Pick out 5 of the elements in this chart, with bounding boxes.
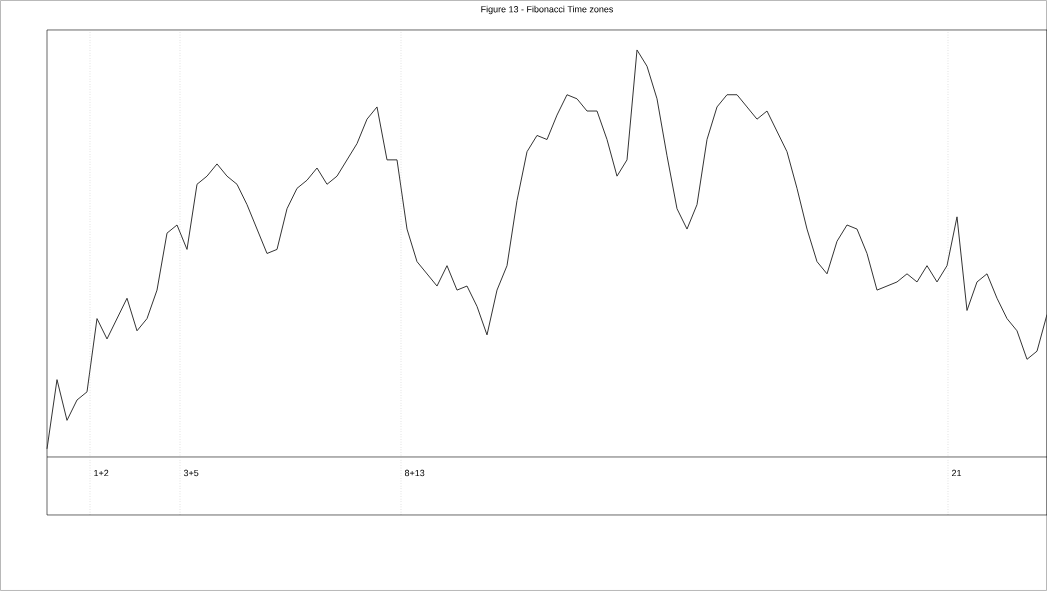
text: 8+13 [404, 469, 425, 477]
chart-title: Figure 13 - Fibonacci Time zones [481, 5, 614, 15]
text: 21 [951, 469, 962, 477]
text: 1+2 [94, 469, 109, 477]
text: 3+5 [183, 469, 199, 477]
